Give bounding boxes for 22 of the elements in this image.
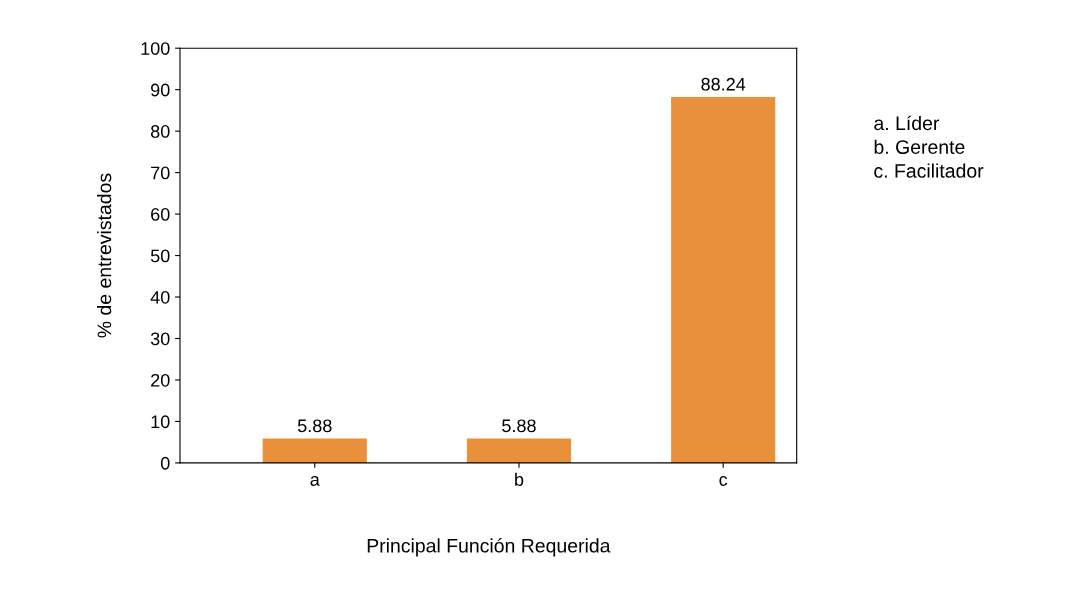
data-label: 5.88	[502, 419, 536, 433]
y-tick-label: 20	[151, 373, 170, 387]
x-tick-label: b	[515, 472, 524, 486]
y-tick-label: 90	[151, 83, 170, 97]
y-tick-label: 80	[150, 125, 170, 138]
x-tick-label: c	[719, 476, 728, 486]
y-tick-label: 30	[150, 332, 170, 346]
text: b. Gerente	[874, 139, 965, 154]
y-tick-label: 70	[151, 166, 170, 180]
data-label: 88.24	[701, 77, 746, 91]
data-label: 5.88	[297, 419, 332, 433]
text: a. Líder	[874, 115, 940, 131]
y-tick-label: 100	[141, 42, 170, 55]
y-axis-title: % de entrevistados	[97, 173, 112, 338]
y-tick-label: 0	[160, 456, 170, 470]
y-tick-label: 60	[151, 208, 170, 221]
y-tick-label: 10	[151, 415, 170, 429]
y-tick-label: 40	[150, 290, 170, 304]
x-axis-title: Principal Función Requerida	[367, 538, 611, 557]
y-tick-label: 50	[150, 249, 170, 263]
text: c. Facilitador	[874, 163, 984, 178]
x-tick-label: a	[310, 476, 320, 486]
